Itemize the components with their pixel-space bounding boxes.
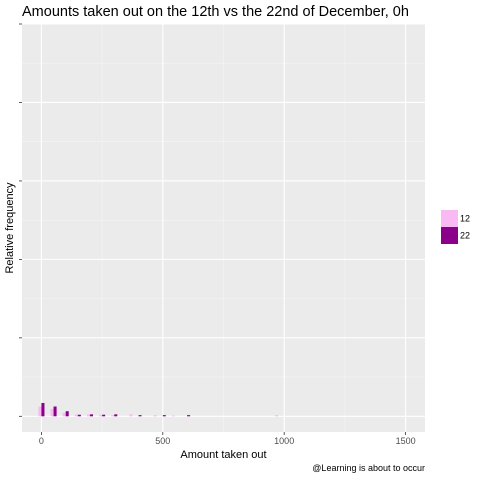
legend-label-22: 22 [460, 231, 470, 241]
x-tick-label: 0 [39, 436, 44, 446]
bar-series-22 [77, 414, 81, 417]
x-tick-label: 1500 [396, 436, 416, 446]
bar-series-12 [50, 408, 54, 417]
bar-series-12 [86, 414, 90, 417]
bar-series-12 [129, 414, 133, 417]
y-axis-title: Relative frequency [4, 182, 16, 274]
bar-series-22 [162, 415, 166, 417]
bar-series-22 [102, 414, 106, 417]
bar-series-12 [38, 406, 42, 417]
x-tick-label: 500 [155, 436, 170, 446]
bar-series-12 [99, 415, 103, 417]
histogram-bars [38, 402, 279, 417]
x-axis-ticks: 0 500 1000 1500 [39, 432, 416, 446]
y-axis-ticks [19, 23, 22, 417]
bar-series-22 [114, 414, 118, 417]
bar-series-22 [41, 402, 45, 417]
bar-series-22 [187, 415, 191, 417]
legend-label-12: 12 [460, 214, 470, 224]
bar-series-22 [53, 406, 57, 417]
major-gridlines [22, 23, 425, 432]
bar-series-12 [275, 415, 279, 417]
bar-series-22 [65, 411, 69, 417]
bar-series-22 [138, 415, 142, 417]
bar-series-12 [171, 415, 175, 417]
bar-series-22 [89, 414, 94, 417]
minor-gridlines [22, 24, 425, 432]
bar-series-12 [111, 415, 115, 417]
chart-title: Amounts taken out on the 12th vs the 22n… [22, 4, 409, 20]
bar-series-12 [153, 415, 157, 417]
legend-key-22 [441, 227, 458, 244]
chart-caption: @Learning is about to occur [312, 463, 425, 473]
legend: 12 22 [441, 210, 470, 244]
legend-key-12 [441, 210, 458, 227]
bar-series-12 [74, 414, 78, 417]
x-tick-label: 1000 [274, 436, 294, 446]
bar-series-12 [62, 412, 66, 417]
x-axis-title: Amount taken out [180, 449, 266, 461]
